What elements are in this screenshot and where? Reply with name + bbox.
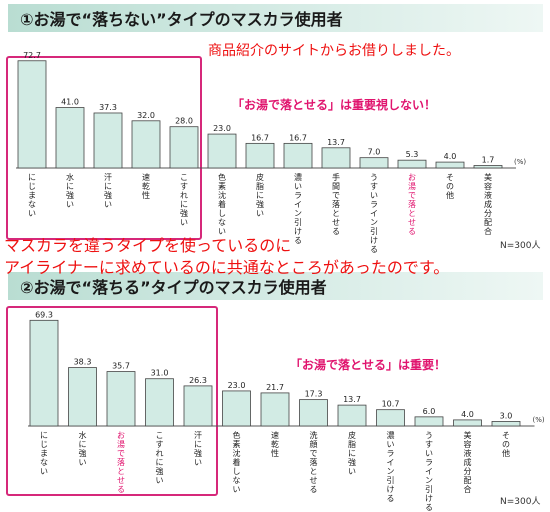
chart2-category-label: 濃いライン引ける — [387, 430, 395, 503]
chart1-category-label: こすれに強い — [180, 173, 188, 227]
chart2-bar — [453, 419, 482, 427]
chart1-bar — [321, 147, 351, 169]
chart1-value-label: 37.3 — [99, 103, 117, 112]
chart2-bar — [299, 399, 328, 427]
chart2-value-label: 21.7 — [266, 383, 284, 392]
chart1-value-label: 7.0 — [368, 148, 381, 157]
chart1-category-label: うすいライン引ける — [370, 173, 378, 254]
chart2-bar — [145, 378, 174, 427]
chart1-callout: 「お湯で落とせる」は重要視しない！ — [232, 98, 437, 112]
chart1-value-label: 23.0 — [213, 124, 231, 133]
chart2-value-label: 69.3 — [35, 310, 53, 319]
chart1-bar — [55, 107, 85, 169]
chart1-bar — [473, 165, 503, 169]
chart2-value-label: 31.0 — [151, 369, 169, 378]
chart1-bar — [131, 120, 161, 169]
chart1-bar — [207, 133, 237, 169]
chart1-category-label: 美容液成分配合 — [484, 172, 492, 236]
chart1-value-label: 72.7 — [23, 51, 41, 60]
chart1-category-label: 色素沈着しない — [218, 172, 226, 236]
chart2-category-label: 皮脂に強い — [348, 430, 356, 476]
chart2-unit-label: (%) — [533, 416, 545, 424]
chart2-bar — [414, 416, 444, 427]
chart1-category-label: お湯で落とせる — [408, 173, 416, 236]
chart2-category-label: お湯で落とせる — [117, 431, 125, 494]
overlay-credit-text: 商品紹介のサイトからお借りしました。 — [208, 43, 460, 59]
chart1-title-banner: ①お湯で“落ちない”タイプのマスカラ使用者 — [8, 4, 543, 32]
chart1-category-label: 水に強い — [66, 172, 74, 209]
chart1-bar — [283, 142, 313, 169]
chart1-category-label: その他 — [446, 173, 454, 200]
chart2-value-label: 38.3 — [74, 358, 92, 367]
overlay-comment-line2: アイライナーに求めているのに共通なところがあったのです。 — [4, 258, 450, 277]
chart1-bar — [245, 142, 275, 169]
chart1-value-label: 13.7 — [327, 138, 345, 147]
chart1-value-label: 41.0 — [61, 98, 79, 107]
chart2-category-label: こすれに強い — [156, 431, 164, 485]
chart2-title-banner: ②お湯で“落ちる”タイプのマスカラ使用者 — [8, 272, 543, 300]
chart1-bar — [435, 161, 465, 169]
chart1-sample-size: N=300人 — [500, 241, 541, 251]
chart2-category-label: 色素沈着しない — [233, 430, 241, 494]
overlay-comment-line1: マスカラを違うタイプを使っているのに — [4, 236, 292, 255]
chart2-bar — [491, 421, 521, 427]
chart1-value-label: 4.0 — [444, 152, 457, 161]
chart2-bar — [222, 390, 251, 427]
chart2-bar — [106, 371, 136, 427]
chart1-bar — [169, 126, 199, 169]
chart2-category-label: 汗に強い — [194, 431, 202, 467]
chart1-value-label: 16.7 — [289, 133, 307, 142]
chart2-bar — [68, 367, 97, 427]
chart2-value-label: 10.7 — [382, 400, 400, 409]
chart2-category-label: 美容液成分配合 — [464, 430, 472, 494]
chart2-value-label: 23.0 — [228, 381, 246, 390]
chart2-category-label: 洗顔で落とせる — [310, 430, 318, 494]
chart1-unit-label: (%) — [514, 158, 526, 166]
chart1-plot: 72.7 にじまない 41.0 水に強い 37.3 汗に強い 32.0 速乾性 28.0 こすれに… — [16, 51, 526, 254]
chart1-category-label: 速乾性 — [142, 173, 150, 200]
chart2-value-label: 4.0 — [461, 410, 474, 419]
chart1-category-label: 濃いライン引ける — [294, 172, 302, 245]
chart2-highlight-box — [6, 306, 218, 496]
chart1-bar — [17, 60, 47, 169]
chart2-callout: 「お湯で落とせる」は重要！ — [290, 358, 447, 372]
chart2-sample-size: N=300人 — [500, 497, 541, 507]
chart2-value-label: 13.7 — [343, 395, 361, 404]
chart1-value-label: 32.0 — [137, 111, 155, 120]
chart2-value-label: 6.0 — [423, 407, 436, 416]
chart1-value-label: 5.3 — [406, 150, 419, 159]
chart2-value-label: 3.0 — [500, 411, 513, 420]
chart1-category-label: 皮脂に強い — [256, 172, 264, 218]
chart2-value-label: 26.3 — [189, 376, 207, 385]
chart2-bar — [376, 409, 405, 427]
chart2-value-label: 35.7 — [112, 362, 130, 371]
chart1-category-label: 手間で落とせる — [332, 172, 340, 236]
chart2-bar — [183, 385, 213, 427]
chart1-value-label: 28.0 — [175, 117, 193, 126]
chart2-bar — [29, 319, 59, 427]
chart2-category-label: その他 — [502, 431, 510, 458]
chart2-category-label: うすいライン引ける — [425, 431, 433, 512]
chart1-value-label: 16.7 — [251, 133, 269, 142]
chart1-highlight-box — [6, 56, 202, 240]
chart2-value-label: 17.3 — [305, 390, 323, 399]
chart1-title: ①お湯で“落ちない”タイプのマスカラ使用者 — [20, 10, 343, 29]
chart2-title: ②お湯で“落ちる”タイプのマスカラ使用者 — [20, 278, 327, 297]
chart2-category-label: 水に強い — [79, 430, 87, 467]
chart2-bar — [337, 404, 367, 427]
chart1-bar — [359, 157, 389, 169]
chart2-category-label: にじまない — [40, 431, 48, 476]
chart1-category-label: にじまない — [28, 173, 36, 218]
chart2-bar — [260, 392, 290, 427]
chart1-bar — [397, 159, 427, 169]
chart1-bar — [93, 112, 123, 169]
chart2-category-label: 速乾性 — [271, 431, 279, 458]
chart1-value-label: 1.7 — [482, 155, 495, 164]
chart1-category-label: 汗に強い — [104, 173, 112, 209]
